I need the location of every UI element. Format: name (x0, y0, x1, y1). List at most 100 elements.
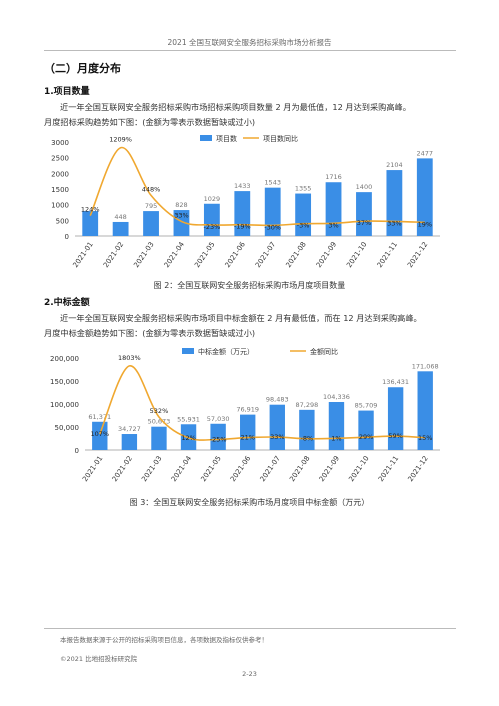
paragraph-count-line2: 月度招标采购趋势如下图：(金额为零表示数据暂缺或过小) (44, 117, 256, 127)
bar (143, 211, 159, 236)
x-tick-label: 2021-07 (259, 455, 282, 484)
bar-value-label: 1355 (295, 185, 312, 193)
growth-label: 448% (142, 185, 161, 193)
growth-line (99, 365, 426, 441)
subsection-title-count: 1.项目数量 (44, 87, 90, 97)
bar-value-label: 34,727 (118, 425, 141, 433)
section-title: （二）月度分布 (44, 62, 121, 75)
bar (121, 434, 138, 450)
y-tick-label: 150,000 (50, 378, 79, 386)
x-tick-label: 2021-06 (224, 240, 248, 269)
x-tick-label: 2021-02 (111, 455, 134, 484)
paragraph-count-line1: 近一年全国互联网安全服务招标采购市场招标采购项目数量 2 月为最低值，12 月达… (60, 102, 411, 112)
bar (358, 410, 374, 450)
growth-label: 1209% (109, 136, 132, 144)
x-tick-label: 2021-04 (163, 240, 187, 269)
growth-label: 33% (270, 433, 284, 441)
growth-label: -3% (297, 222, 310, 230)
growth-label: 1803% (118, 354, 141, 362)
growth-label: 124% (81, 206, 100, 214)
growth-label: 21% (240, 434, 254, 442)
legend-swatch-bar (200, 135, 212, 141)
y-tick-label: 1500 (51, 186, 69, 194)
bar-value-label: 448 (114, 213, 126, 221)
x-tick-label: 2021-05 (193, 241, 216, 270)
bar (210, 423, 226, 450)
y-tick-label: 1000 (51, 202, 69, 210)
bar-value-label: 795 (145, 202, 157, 210)
growth-label: 19% (418, 220, 432, 228)
y-tick-label: 0 (65, 233, 69, 241)
x-tick-label: 2021-09 (318, 455, 341, 484)
growth-line (89, 146, 425, 227)
y-tick-label: 2000 (51, 170, 69, 178)
bar-value-label: 98,483 (266, 396, 289, 404)
bar-value-label: 87,298 (296, 401, 319, 409)
y-tick-label: 2500 (51, 155, 69, 163)
legend-label-line: 金额同比 (310, 347, 338, 356)
bar (417, 371, 433, 450)
growth-label: 59% (388, 432, 402, 440)
footer-rule (44, 628, 456, 629)
growth-label: 107% (90, 430, 109, 438)
bar-value-label: 2104 (386, 161, 403, 169)
legend-swatch-bar (182, 348, 194, 354)
x-tick-label: 2021-10 (345, 241, 368, 270)
bar-value-label: 828 (175, 201, 187, 209)
bar (173, 210, 190, 236)
bar-value-label: 171,068 (412, 362, 439, 370)
header-rule (44, 50, 456, 51)
footer-note: 本报告数据来源于公开的招标采购项目信息，各项数据及指标仅供参考！ (60, 636, 268, 644)
subsection-title-amount: 2.中标金额 (44, 298, 90, 308)
growth-label: 29% (359, 433, 373, 441)
bar (416, 158, 433, 236)
bar (151, 426, 167, 450)
bar (356, 192, 372, 236)
x-tick-label: 2021-09 (315, 241, 338, 270)
growth-label: 532% (150, 407, 169, 415)
bar (264, 187, 281, 236)
bar (386, 170, 403, 236)
x-tick-label: 2021-12 (406, 241, 429, 270)
growth-label: 12% (181, 434, 195, 442)
x-tick-label: 2021-08 (288, 455, 311, 484)
growth-label: 1% (331, 434, 341, 442)
bar-value-label: 1400 (356, 183, 373, 191)
x-tick-label: 2021-11 (376, 241, 399, 270)
bar-value-label: 2477 (417, 149, 434, 157)
y-tick-label: 0 (75, 447, 79, 455)
growth-label: -30% (264, 223, 281, 231)
x-tick-label: 2021-08 (284, 241, 307, 270)
y-tick-label: 100,000 (50, 401, 79, 409)
growth-label: 37% (357, 219, 371, 227)
growth-label: -23% (203, 223, 220, 231)
x-tick-label: 2021-01 (72, 241, 95, 270)
growth-label: 33% (174, 211, 188, 219)
bar (295, 193, 312, 236)
legend-label-bar: 项目数 (216, 134, 237, 143)
bar (203, 203, 220, 236)
footer-copyright: ©2021 比地招投标研究院 (60, 655, 138, 663)
x-tick-label: 2021-12 (407, 455, 430, 484)
x-tick-label: 2021-10 (347, 455, 370, 484)
x-tick-label: 2021-03 (132, 241, 155, 270)
paragraph-amount-line2: 月度中标金额趋势如下图：(金额为零表示数据暂缺或过小) (44, 328, 256, 338)
y-tick-label: 3000 (51, 139, 69, 147)
growth-label: 15% (418, 434, 432, 442)
caption-figure-2: 图 2：全国互联网安全服务招标采购市场月度项目数量 (153, 281, 346, 290)
x-tick-label: 2021-02 (102, 241, 125, 270)
x-tick-label: 2021-01 (81, 455, 104, 484)
bar-value-label: 50,673 (148, 418, 171, 426)
bar-value-label: 1029 (204, 195, 221, 203)
x-tick-label: 2021-06 (229, 454, 253, 483)
bar (240, 414, 256, 450)
x-tick-label: 2021-11 (377, 455, 400, 484)
bar (92, 421, 108, 450)
growth-label: 33% (387, 219, 401, 227)
caption-figure-3: 图 3：全国互联网安全服务招标采购市场月度项目中标金额（万元） (129, 498, 370, 507)
y-tick-label: 50,000 (55, 424, 80, 432)
y-tick-label: 200,000 (50, 355, 79, 363)
chart-project-count: 0 500 1000 1500 2000 2500 3000 项目数 项目数同比 2021-01 4… (51, 134, 440, 270)
x-tick-label: 2021-07 (254, 241, 277, 270)
bar-value-label: 104,336 (323, 393, 350, 401)
